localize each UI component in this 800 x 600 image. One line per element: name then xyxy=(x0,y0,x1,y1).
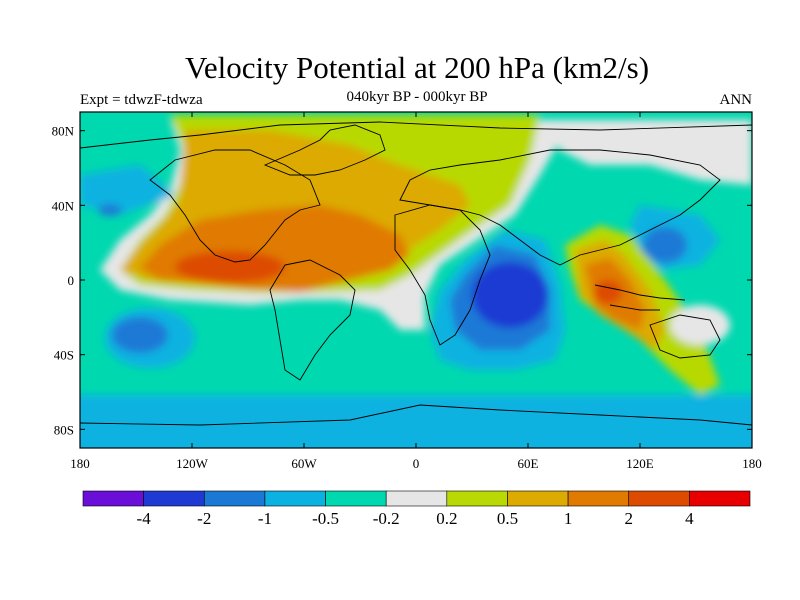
field-layer xyxy=(80,112,752,448)
x-tick-label: 120W xyxy=(176,456,209,471)
y-axis: 80N 40N 0 40S 80S xyxy=(52,124,752,437)
colorbar-swatch xyxy=(689,490,751,507)
colorbar-swatch xyxy=(567,490,630,507)
y-tick-label: 80S xyxy=(54,422,74,437)
x-tick-label: 180 xyxy=(70,456,90,471)
colorbar-label: 2 xyxy=(624,509,633,528)
colorbar-label: 1 xyxy=(564,509,573,528)
y-tick-label: 40N xyxy=(52,198,75,213)
colorbar-swatch xyxy=(507,490,569,507)
colorbar-label: 4 xyxy=(685,509,694,528)
colorbar-label: -4 xyxy=(137,509,152,528)
x-axis: 180 120W 60W 0 60E 120E 180 xyxy=(70,112,762,471)
colorbar-label: 0.5 xyxy=(497,509,518,528)
y-tick-label: 0 xyxy=(68,273,75,288)
season-label: ANN xyxy=(719,92,753,108)
colorbar-swatch xyxy=(264,490,326,507)
colorbar-label: -0.5 xyxy=(312,509,339,528)
colorbar-swatch xyxy=(203,490,266,507)
x-tick-label: 180 xyxy=(742,456,762,471)
colorbar-swatch xyxy=(325,490,387,507)
experiment-label: Expt = tdwzF-tdwza xyxy=(80,92,203,108)
x-tick-label: 60E xyxy=(518,456,539,471)
coastlines xyxy=(80,121,752,426)
colorbar-label: -1 xyxy=(258,509,272,528)
colorbar-swatch xyxy=(143,490,205,507)
colorbar-swatch xyxy=(385,490,448,507)
chart-subtitle: 040kyr BP - 000kyr BP xyxy=(346,89,488,105)
y-tick-label: 80N xyxy=(52,124,75,139)
chart-title: Velocity Potential at 200 hPa (km2/s) xyxy=(184,50,650,85)
colorbar-label: -2 xyxy=(197,509,211,528)
colorbar-swatch xyxy=(628,490,690,507)
x-tick-label: 60W xyxy=(291,456,317,471)
colorbar: -4 -2 -1 -0.5 -0.2 0.2 0.5 1 2 4 xyxy=(82,490,751,528)
colorbar-swatch xyxy=(446,490,508,507)
colorbar-label: 0.2 xyxy=(436,509,457,528)
x-tick-label: 120E xyxy=(626,456,654,471)
x-tick-label: 0 xyxy=(413,456,420,471)
y-tick-label: 40S xyxy=(54,348,74,363)
colorbar-swatch xyxy=(82,490,144,507)
colorbar-label: -0.2 xyxy=(373,509,400,528)
